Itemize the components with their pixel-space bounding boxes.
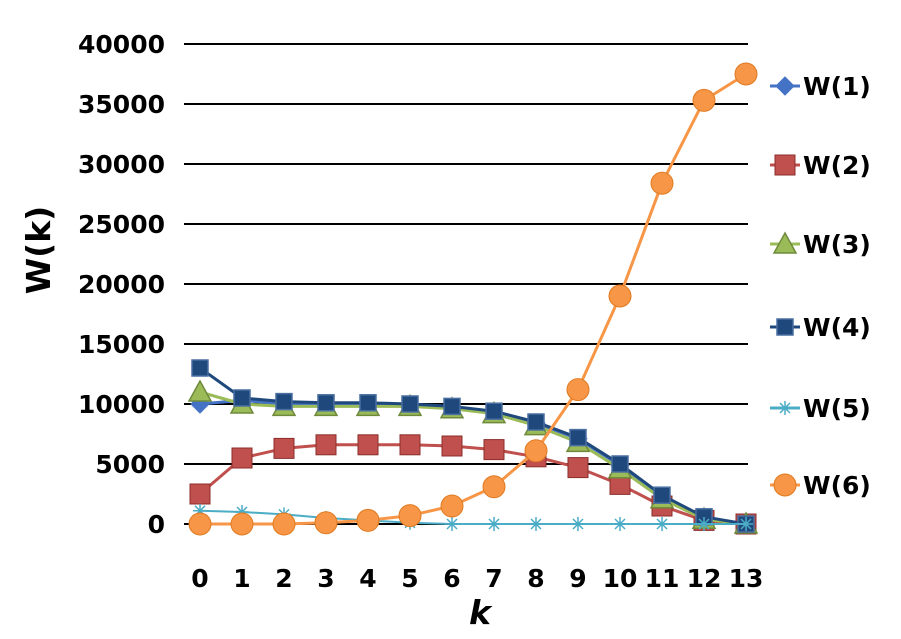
x-tick-label: 5 — [401, 564, 418, 593]
legend-label: W(6) — [803, 471, 871, 500]
data-point — [315, 434, 337, 456]
legend-label: W(1) — [803, 72, 871, 101]
legend: W(1) W(2) W(3) W(4) W(5) W(6) — [770, 72, 871, 500]
data-point — [399, 434, 421, 456]
data-point — [692, 88, 716, 112]
legend-marker — [778, 401, 792, 415]
x-tick-label: 10 — [603, 564, 638, 593]
x-tick-label: 4 — [359, 564, 376, 593]
y-tick-label: 15000 — [78, 330, 165, 359]
legend-entry: W(6) — [770, 471, 871, 500]
data-point — [655, 517, 669, 531]
data-point — [272, 512, 296, 536]
data-point — [398, 504, 422, 528]
x-tick-label: 11 — [645, 564, 680, 593]
data-point — [233, 389, 251, 407]
data-point — [359, 394, 377, 412]
data-point — [569, 428, 587, 447]
x-tick-label: 0 — [191, 564, 208, 593]
legend-marker — [775, 76, 795, 96]
data-point — [440, 494, 464, 518]
y-axis-label: W(k) — [19, 206, 58, 295]
data-point — [187, 379, 213, 402]
series-layer — [187, 62, 759, 536]
data-point — [571, 517, 585, 531]
x-axis-label: k — [469, 593, 493, 632]
legend-label: W(4) — [803, 313, 871, 342]
data-point — [191, 359, 209, 377]
data-point — [275, 392, 293, 411]
legend-marker — [773, 473, 797, 497]
y-tick-label: 35000 — [78, 90, 165, 119]
legend-marker — [776, 318, 794, 336]
data-point — [401, 395, 419, 413]
data-point — [235, 505, 249, 519]
series-W(4) — [191, 359, 755, 533]
data-point — [527, 413, 545, 431]
legend-entry: W(1) — [770, 72, 871, 101]
data-point — [273, 437, 295, 459]
legend-entry: W(3) — [770, 230, 871, 259]
legend-label: W(2) — [803, 151, 871, 180]
data-point — [608, 284, 632, 308]
x-tick-label: 1 — [233, 564, 250, 593]
legend-marker — [774, 154, 796, 176]
data-point — [193, 503, 207, 518]
series-W(6) — [188, 62, 758, 536]
data-point — [524, 439, 548, 463]
x-tick-label: 7 — [485, 564, 502, 593]
y-tick-label: 0 — [148, 510, 165, 539]
x-tick-label: 9 — [569, 564, 586, 593]
data-point — [487, 517, 501, 531]
data-point — [356, 508, 380, 532]
x-tick-label: 2 — [275, 564, 292, 593]
y-tick-label: 40000 — [78, 30, 165, 59]
x-tick-label: 13 — [729, 564, 764, 593]
legend-marker — [772, 231, 798, 254]
data-point — [734, 62, 758, 86]
data-point — [529, 517, 543, 531]
y-tick-label: 10000 — [78, 390, 165, 419]
x-tick-label: 3 — [317, 564, 334, 593]
data-point — [314, 511, 338, 535]
data-point — [739, 517, 753, 531]
data-point — [483, 439, 505, 461]
y-tick-label: 30000 — [78, 150, 165, 179]
data-point — [653, 486, 671, 504]
y-tick-label: 20000 — [78, 270, 165, 299]
legend-entry: W(4) — [770, 313, 871, 342]
data-point — [697, 517, 711, 531]
data-point — [567, 457, 589, 479]
data-point — [482, 475, 506, 499]
data-point — [357, 434, 379, 456]
data-point — [231, 447, 253, 469]
data-point — [611, 455, 629, 473]
legend-entry: W(5) — [770, 394, 871, 423]
data-point — [485, 402, 503, 420]
legend-entry: W(2) — [770, 151, 871, 180]
x-tick-label: 12 — [687, 564, 722, 593]
data-point — [441, 435, 463, 457]
x-tick-label: 6 — [443, 564, 460, 593]
x-tick-label: 8 — [527, 564, 544, 593]
data-point — [189, 483, 211, 505]
y-tick-label: 5000 — [95, 450, 165, 479]
data-point — [443, 397, 461, 416]
data-point — [566, 378, 590, 402]
data-point — [230, 512, 254, 536]
data-point — [445, 517, 459, 531]
legend-label: W(3) — [803, 230, 871, 259]
data-point — [650, 171, 674, 195]
data-point — [188, 512, 212, 536]
x-axis-ticks: 0 1 2 3 4 5 6 7 8 9 10 11 12 13 — [191, 564, 763, 593]
y-tick-label: 25000 — [78, 210, 165, 239]
y-axis-ticks: 0 5000 10000 15000 20000 25000 30000 35000 40000 — [78, 30, 165, 539]
legend-label: W(5) — [803, 394, 871, 423]
data-point — [317, 394, 335, 412]
data-point — [613, 517, 627, 531]
